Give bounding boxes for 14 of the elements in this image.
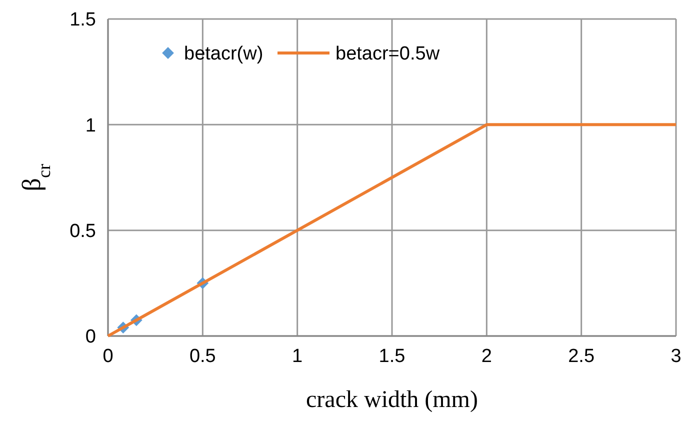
x-tick-label: 0.5 — [189, 346, 216, 367]
y-tick-label: 0.5 — [70, 220, 96, 242]
x-tick-label: 1 — [292, 346, 303, 367]
x-tick-label: 0 — [102, 346, 114, 367]
x-tick-label: 3 — [670, 346, 682, 367]
legend-label: betacr(w) — [184, 44, 264, 65]
legend-label: betacr=0.5w — [336, 44, 440, 65]
x-axis-title: crack width (mm) — [306, 387, 478, 413]
x-tick-label: 2 — [481, 346, 492, 367]
x-tick-label: 2.5 — [568, 346, 595, 367]
y-tick-label: 0 — [85, 326, 96, 348]
y-tick-label: 1 — [85, 115, 96, 136]
x-tick-label: 1.5 — [378, 346, 406, 367]
y-tick-label: 1.5 — [70, 10, 96, 31]
